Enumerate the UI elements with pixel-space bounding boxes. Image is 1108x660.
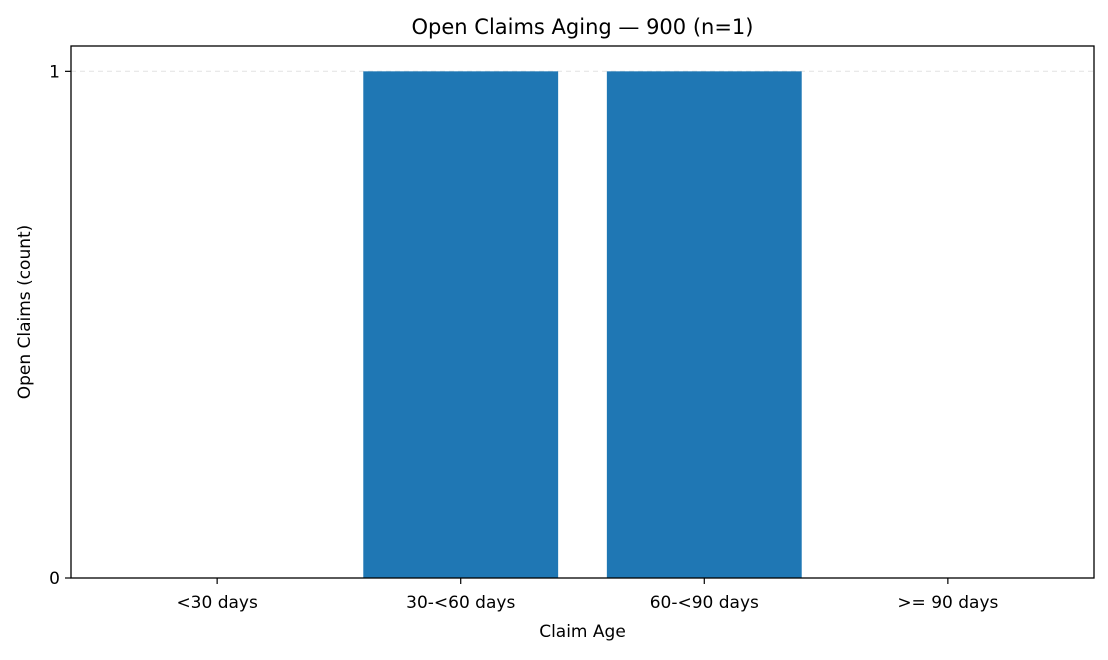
x-tick-label: 60-<90 days: [650, 593, 759, 613]
bars: [363, 71, 802, 578]
y-ticks: 01: [49, 62, 71, 589]
x-tick-label: <30 days: [176, 593, 258, 613]
y-axis-label: Open Claims (count): [15, 225, 35, 400]
y-tick-label: 0: [49, 569, 60, 589]
bar: [606, 71, 802, 578]
chart-title: Open Claims Aging — 900 (n=1): [412, 15, 754, 39]
x-tick-label: 30-<60 days: [406, 593, 515, 613]
x-axis-label: Claim Age: [539, 622, 626, 642]
bar: [363, 71, 559, 578]
y-tick-label: 1: [49, 62, 60, 82]
x-tick-label: >= 90 days: [897, 593, 998, 613]
x-ticks: <30 days 30-<60 days 60-<90 days >= 90 days: [176, 578, 999, 613]
plot-frame: [70, 45, 1095, 579]
